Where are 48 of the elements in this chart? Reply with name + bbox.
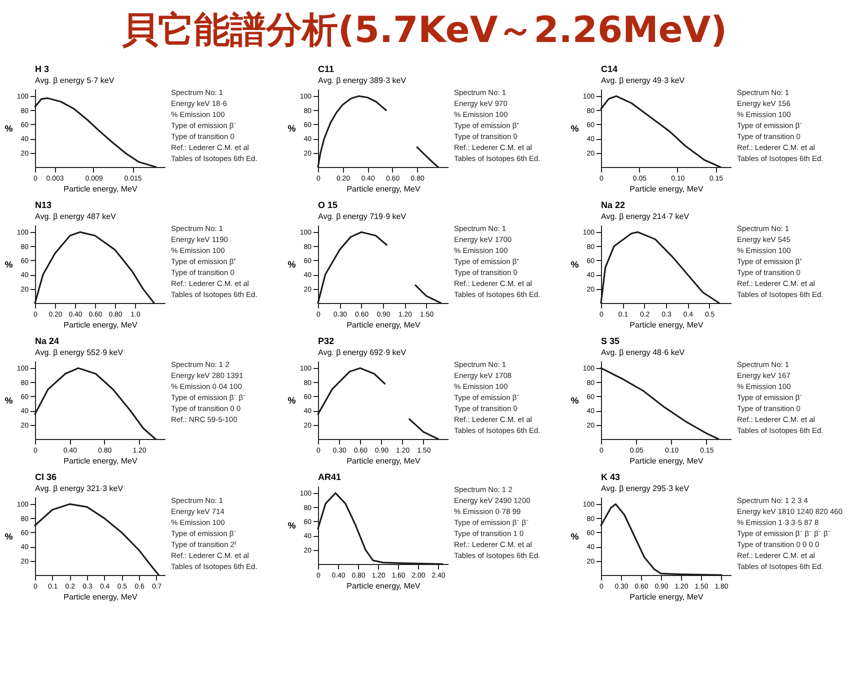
x-axis-title: Particle energy, MeV [64,184,138,194]
x-axis-title: Particle energy, MeV [64,456,138,466]
chart-title: Na 24 [35,336,60,346]
chart-subtitle: Avg. β energy 321·3 keV [35,484,124,493]
chart-title: C14 [601,64,618,74]
y-axis-title: % [288,260,296,270]
y-axis-title: % [4,532,13,542]
chart-subtitle: Avg. β energy 389·3 keV [318,76,407,85]
x-axis-title: Particle energy, MeV [630,456,704,466]
y-axis-title: % [4,396,13,406]
chart-subtitle: Avg. β energy 487 keV [35,212,117,221]
chart-title: AR41 [318,472,342,482]
chart-subtitle: Avg. β energy 719·9 keV [318,212,407,221]
x-axis-title: Particle energy, MeV [64,592,138,602]
chart-title: Cl 36 [35,472,57,482]
y-axis-title: % [288,396,296,406]
chart-title: H 3 [35,64,50,74]
chart-title: P32 [318,336,334,346]
chart-subtitle: Avg. β energy 295·3 keV [601,484,690,493]
chart-title: O 15 [318,200,338,210]
chart-subtitle: Avg. β energy 552·9 keV [35,348,124,357]
chart-subtitle: Avg. β energy 214·7 keV [601,212,690,221]
y-axis-title: % [4,260,13,270]
y-axis-title: % [570,532,579,542]
chart-title: S 35 [601,336,620,346]
x-axis-title: Particle energy, MeV [346,184,421,194]
x-axis-title: Particle energy, MeV [630,592,704,602]
chart-title: K 43 [601,472,620,482]
x-axis-title: Particle energy, MeV [630,320,704,330]
chart-subtitle: Avg. β energy 48·6 keV [601,348,686,357]
chart-title: N13 [35,200,52,210]
x-axis-title: Particle energy, MeV [630,184,704,194]
x-axis-title: Particle energy, MeV [346,320,421,330]
y-axis-title: % [570,124,579,134]
y-axis-title: % [288,520,296,530]
chart-subtitle: Avg. β energy 692·9 keV [318,348,407,357]
chart-subtitle: Avg. β energy 5·7 keV [35,76,115,85]
y-axis-title: % [570,260,579,270]
chart-subtitle: Avg. β energy 49·3 keV [601,76,686,85]
text: 貝它能譜分析(5.7KeV～2.26MeV) [120,9,728,53]
y-axis-title: % [288,124,296,134]
x-axis-title: Particle energy, MeV [346,456,421,466]
chart-title: Na 22 [601,200,626,210]
x-axis-title: Particle energy, MeV [346,582,421,590]
y-axis-title: % [4,124,13,134]
y-axis-title: % [570,396,579,406]
x-axis-title: Particle energy, MeV [64,320,138,330]
chart-title: C11 [318,64,334,74]
